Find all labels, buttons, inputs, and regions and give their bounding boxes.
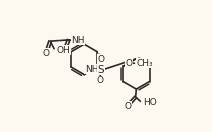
Text: O: O: [42, 49, 49, 58]
Text: O: O: [60, 48, 68, 57]
Text: HO: HO: [143, 98, 157, 107]
Text: O: O: [98, 55, 105, 64]
Text: CH₃: CH₃: [137, 59, 153, 68]
Text: O: O: [96, 76, 103, 85]
Text: S: S: [97, 65, 104, 75]
Text: O: O: [124, 102, 131, 111]
Text: NH: NH: [85, 65, 98, 74]
Text: OH: OH: [56, 46, 70, 55]
Text: O: O: [126, 58, 133, 68]
Text: NH: NH: [71, 36, 85, 45]
